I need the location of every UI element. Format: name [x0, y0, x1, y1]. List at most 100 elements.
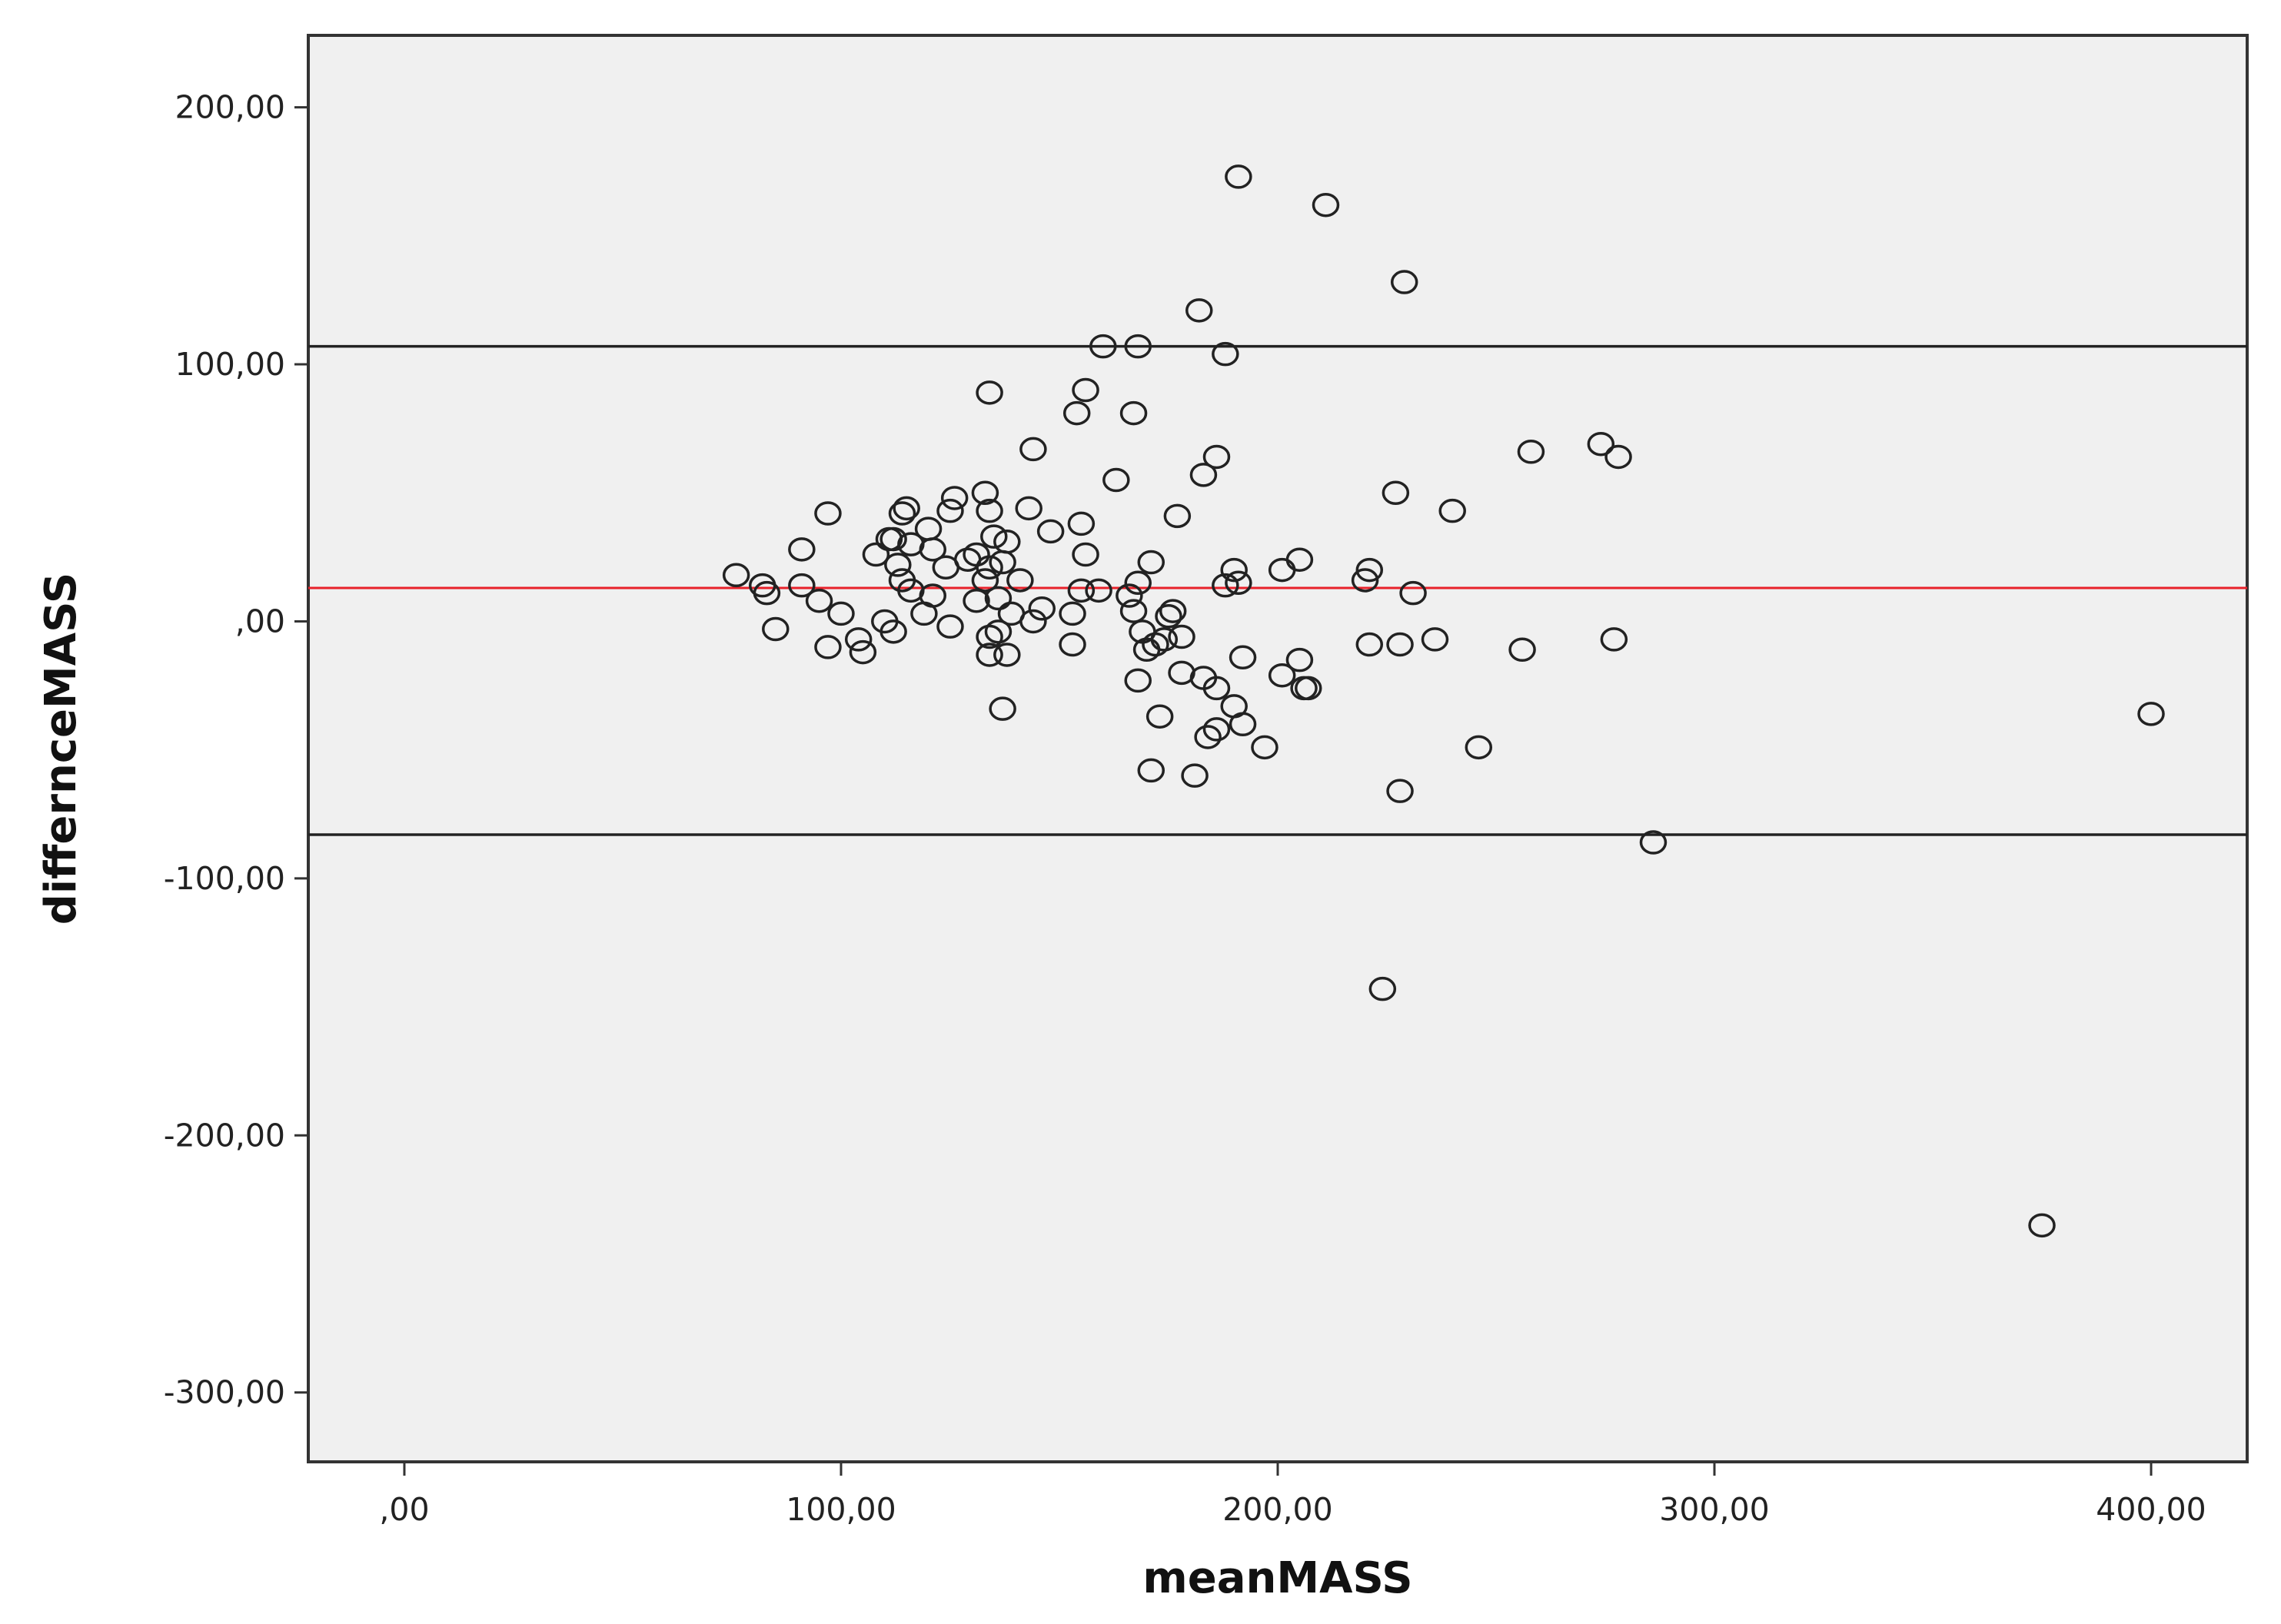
y-tick-label: ,00	[235, 603, 285, 639]
data-point	[1355, 632, 1384, 657]
x-tick-label: 300,00	[1659, 1491, 1769, 1528]
data-point	[762, 616, 790, 642]
data-point	[1132, 637, 1161, 663]
data-point	[976, 498, 1003, 523]
data-point	[788, 573, 816, 598]
data-point	[1251, 735, 1278, 760]
data-point	[1465, 735, 1493, 760]
data-point	[1386, 632, 1414, 657]
data-point	[1145, 704, 1174, 729]
data-point	[1124, 334, 1152, 359]
data-point	[1202, 717, 1231, 742]
x-tick-label: 400,00	[2096, 1491, 2206, 1528]
data-point	[1421, 627, 1449, 652]
data-point	[1212, 341, 1239, 367]
data-point	[993, 643, 1021, 667]
data-point	[1604, 444, 1632, 470]
data-point	[1006, 568, 1034, 593]
data-point	[879, 619, 907, 644]
data-point	[1089, 334, 1117, 359]
data-point	[862, 542, 890, 567]
data-point	[1102, 467, 1130, 493]
data-point	[1386, 779, 1414, 803]
data-point	[1351, 568, 1379, 593]
data-point	[849, 639, 877, 665]
data-point	[844, 627, 873, 652]
y-axis-title: differnceMASS	[36, 573, 86, 925]
y-tick-label: 200,00	[175, 89, 285, 126]
data-point	[1587, 431, 1615, 457]
data-point	[976, 643, 1003, 667]
data-point	[888, 501, 916, 526]
data-point	[1116, 583, 1143, 608]
data-point	[1015, 496, 1042, 521]
data-point	[1312, 192, 1340, 218]
data-point	[980, 524, 1008, 549]
data-point	[1159, 599, 1187, 623]
data-point	[984, 586, 1012, 611]
data-point	[753, 580, 781, 606]
data-point	[1600, 627, 1628, 652]
data-point	[1508, 637, 1536, 663]
data-point	[1185, 298, 1213, 323]
x-tick-label: 100,00	[786, 1491, 896, 1528]
y-tick-label: -300,00	[164, 1374, 285, 1411]
data-point	[940, 486, 969, 510]
y-tick-label: 100,00	[175, 346, 285, 383]
data-point	[971, 480, 999, 506]
data-point	[1517, 440, 1545, 464]
x-axis-title: meanMASS	[1142, 1553, 1412, 1603]
data-point	[976, 624, 1003, 649]
axes: ,00 100,00 200,00 300,00 400,00 200,00 100,00,…	[164, 89, 2206, 1528]
data-point	[1142, 632, 1169, 657]
data-point	[1181, 763, 1209, 788]
data-point	[1085, 578, 1112, 603]
data-point	[1639, 830, 1668, 855]
data-point	[1059, 632, 1086, 657]
data-point	[893, 496, 920, 521]
data-point	[976, 380, 1003, 405]
data-point	[2137, 702, 2165, 726]
x-tick-label: ,00	[379, 1491, 429, 1528]
data-point	[1119, 400, 1148, 426]
data-point	[1285, 547, 1314, 572]
data-point	[1019, 437, 1047, 462]
data-point	[1137, 550, 1165, 575]
data-point	[989, 550, 1016, 575]
data-point	[976, 555, 1003, 580]
data-point	[827, 601, 855, 626]
data-point	[1072, 377, 1099, 403]
data-point	[1019, 609, 1047, 634]
data-point	[1285, 647, 1314, 673]
data-point	[722, 563, 750, 588]
data-point	[1124, 570, 1152, 596]
data-point	[1229, 712, 1257, 736]
data-point	[984, 619, 1012, 644]
data-point	[971, 568, 999, 593]
data-point	[805, 588, 833, 613]
data-point	[1390, 270, 1418, 294]
data-point	[1028, 596, 1056, 621]
data-point	[1067, 511, 1096, 536]
data-point	[1220, 557, 1248, 583]
data-point	[1368, 976, 1397, 1001]
data-point	[989, 696, 1016, 721]
data-point	[1202, 444, 1231, 470]
data-point	[1163, 503, 1192, 529]
data-point	[1168, 624, 1195, 649]
x-tick-label: 200,00	[1222, 1491, 1332, 1528]
data-point	[1124, 668, 1152, 693]
data-point	[1119, 599, 1148, 623]
data-point	[910, 601, 938, 626]
data-point	[936, 614, 964, 639]
data-point	[1059, 601, 1086, 626]
data-point	[1399, 580, 1427, 606]
data-point	[1355, 557, 1384, 583]
data-point	[1382, 480, 1410, 506]
data-points	[722, 164, 2165, 1238]
data-point	[919, 537, 947, 562]
y-tick-label: -100,00	[164, 860, 285, 897]
data-point	[1225, 570, 1252, 596]
data-point	[1225, 164, 1252, 189]
